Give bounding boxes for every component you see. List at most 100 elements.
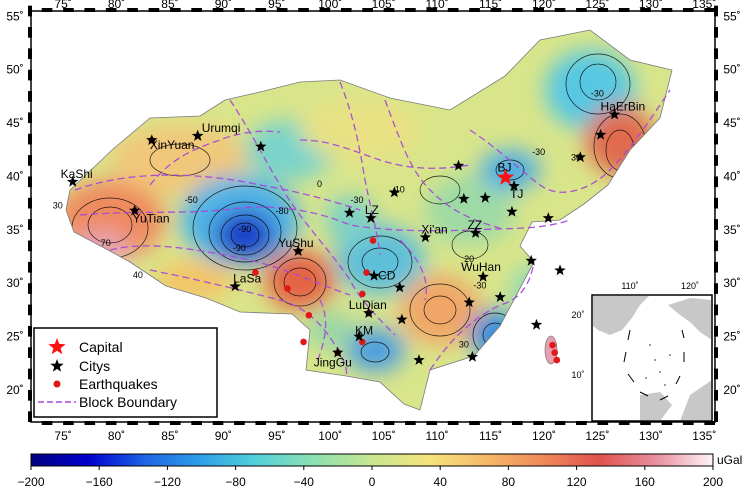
tick-segment [533, 421, 544, 425]
longitude-tick-label: 105˚ [372, 0, 396, 11]
earthquake-dot-icon [363, 269, 370, 276]
legend-earthquakes-label: Earthquakes [79, 376, 158, 392]
city-star-icon [594, 128, 607, 140]
tick-segment [28, 368, 32, 380]
colorbar-tick-label: 200 [703, 475, 723, 489]
tick-segment [41, 8, 53, 12]
tick-segment [105, 8, 117, 12]
latitude-tick-label: 35˚ [723, 223, 740, 237]
earthquake-dot-icon [549, 341, 556, 349]
tick-segment [28, 261, 32, 273]
tick-segment [714, 27, 718, 38]
latitude-tick-label: 25˚ [723, 330, 740, 344]
latitude-tick-label: 20˚ [6, 383, 23, 397]
city-label: Urumqi [202, 121, 241, 135]
contour-value-label: 30 [571, 152, 581, 162]
latitude-tick-label: 55˚ [723, 9, 740, 23]
city-star-icon [368, 269, 380, 281]
latitude-tick-label: 30˚ [723, 276, 740, 290]
longitude-tick-label: 105˚ [372, 429, 396, 443]
tick-segment [298, 421, 309, 425]
latitude-tick-label: 20˚ [723, 383, 740, 397]
tick-segment [576, 421, 587, 425]
latitude-tick-label: 40˚ [723, 169, 740, 183]
tick-segment [362, 421, 373, 425]
city-label: LZ [365, 203, 379, 217]
tick-segment [618, 421, 630, 425]
inset-lon-ticks: 110˚ 120˚ [621, 281, 699, 291]
city-star-icon [466, 350, 479, 362]
longitude-tick-label: 75˚ [54, 0, 71, 11]
city-star-icon [542, 212, 554, 223]
tick-segment [714, 219, 718, 230]
tick-segment [28, 91, 32, 102]
city-label: ZZ [468, 218, 483, 232]
tick-segment [597, 8, 609, 12]
latitude-tick-label: 50˚ [6, 63, 23, 77]
tick-segment [28, 304, 32, 316]
tick-segment [319, 421, 331, 425]
city-label: KM [355, 324, 373, 338]
tick-segment [490, 8, 502, 12]
longitude-tick-label: 115˚ [479, 0, 502, 11]
city-star-icon [419, 231, 432, 243]
tick-segment [28, 5, 32, 17]
city-label: LaSa [233, 271, 261, 285]
city-star-icon [494, 291, 506, 302]
tick-segment [554, 8, 566, 12]
city-star-icon [192, 129, 204, 141]
city-star-icon [463, 296, 475, 308]
longitude-tick-label: 135˚ [692, 0, 716, 11]
tick-segment [383, 421, 395, 425]
longitude-tick-label: 75˚ [54, 429, 71, 443]
colorbar-tick-label: −160 [86, 475, 113, 489]
earthquake-dot-icon [252, 269, 259, 276]
colorbar-tick-label: −80 [225, 475, 246, 489]
legend-earthquake-dot-icon [53, 380, 61, 388]
tick-segment [554, 421, 566, 425]
longitude-tick-label: 100˚ [318, 429, 342, 443]
tick-segment [234, 8, 245, 12]
tick-segment [533, 8, 544, 12]
capital-marker [497, 168, 515, 185]
tick-segment [276, 8, 288, 12]
city-star-icon [388, 186, 401, 198]
tick-segment [469, 421, 480, 425]
longitude-tick-label: 85˚ [161, 429, 178, 443]
bottom-tick-bar [41, 421, 715, 425]
longitude-tick-label: 80˚ [108, 429, 125, 443]
tick-segment [255, 8, 267, 12]
tick-segment [28, 176, 32, 188]
city-star-icon [332, 346, 344, 358]
tick-segment [212, 8, 224, 12]
colorbar: −200 −160 −120 −80 −40 0 40 80 120 160 200 uGal [17, 453, 742, 489]
city-star-icon [229, 280, 241, 292]
left-tick-bar [28, 5, 32, 422]
longitude-labels-bottom: 75˚ 80˚ 85˚ 90˚ 95˚ 100˚ 105˚ 110˚ 115˚ 120˚ 125˚ 1… [54, 429, 716, 443]
city-star-icon [479, 191, 491, 203]
tick-segment [714, 325, 718, 337]
inset-lat-tick: 20˚ [571, 310, 584, 320]
block-boundaries [74, 81, 671, 377]
tick-segment [714, 240, 718, 252]
tick-segment [714, 368, 718, 380]
contour-value-label: -90 [238, 224, 251, 234]
tick-segment [28, 347, 32, 358]
tick-segment [714, 69, 718, 81]
longitude-tick-label: 85˚ [161, 0, 178, 11]
city-label: LuDian [349, 298, 387, 312]
south-china-sea-inset: 110˚ 120˚ 20˚ 10˚ [571, 281, 713, 422]
tick-segment [127, 8, 138, 12]
tick-segment [618, 8, 630, 12]
inset-lat-ticks: 20˚ 10˚ [571, 310, 584, 380]
city-label: Xi'an [421, 222, 447, 236]
capital-star-icon [497, 168, 515, 185]
tick-segment [714, 389, 718, 401]
colorbar-tick-label: 80 [502, 475, 516, 489]
tick-segment [169, 8, 181, 12]
tick-segment [41, 421, 53, 425]
colorbar-tick-label: −40 [294, 475, 315, 489]
tick-segment [28, 411, 32, 422]
